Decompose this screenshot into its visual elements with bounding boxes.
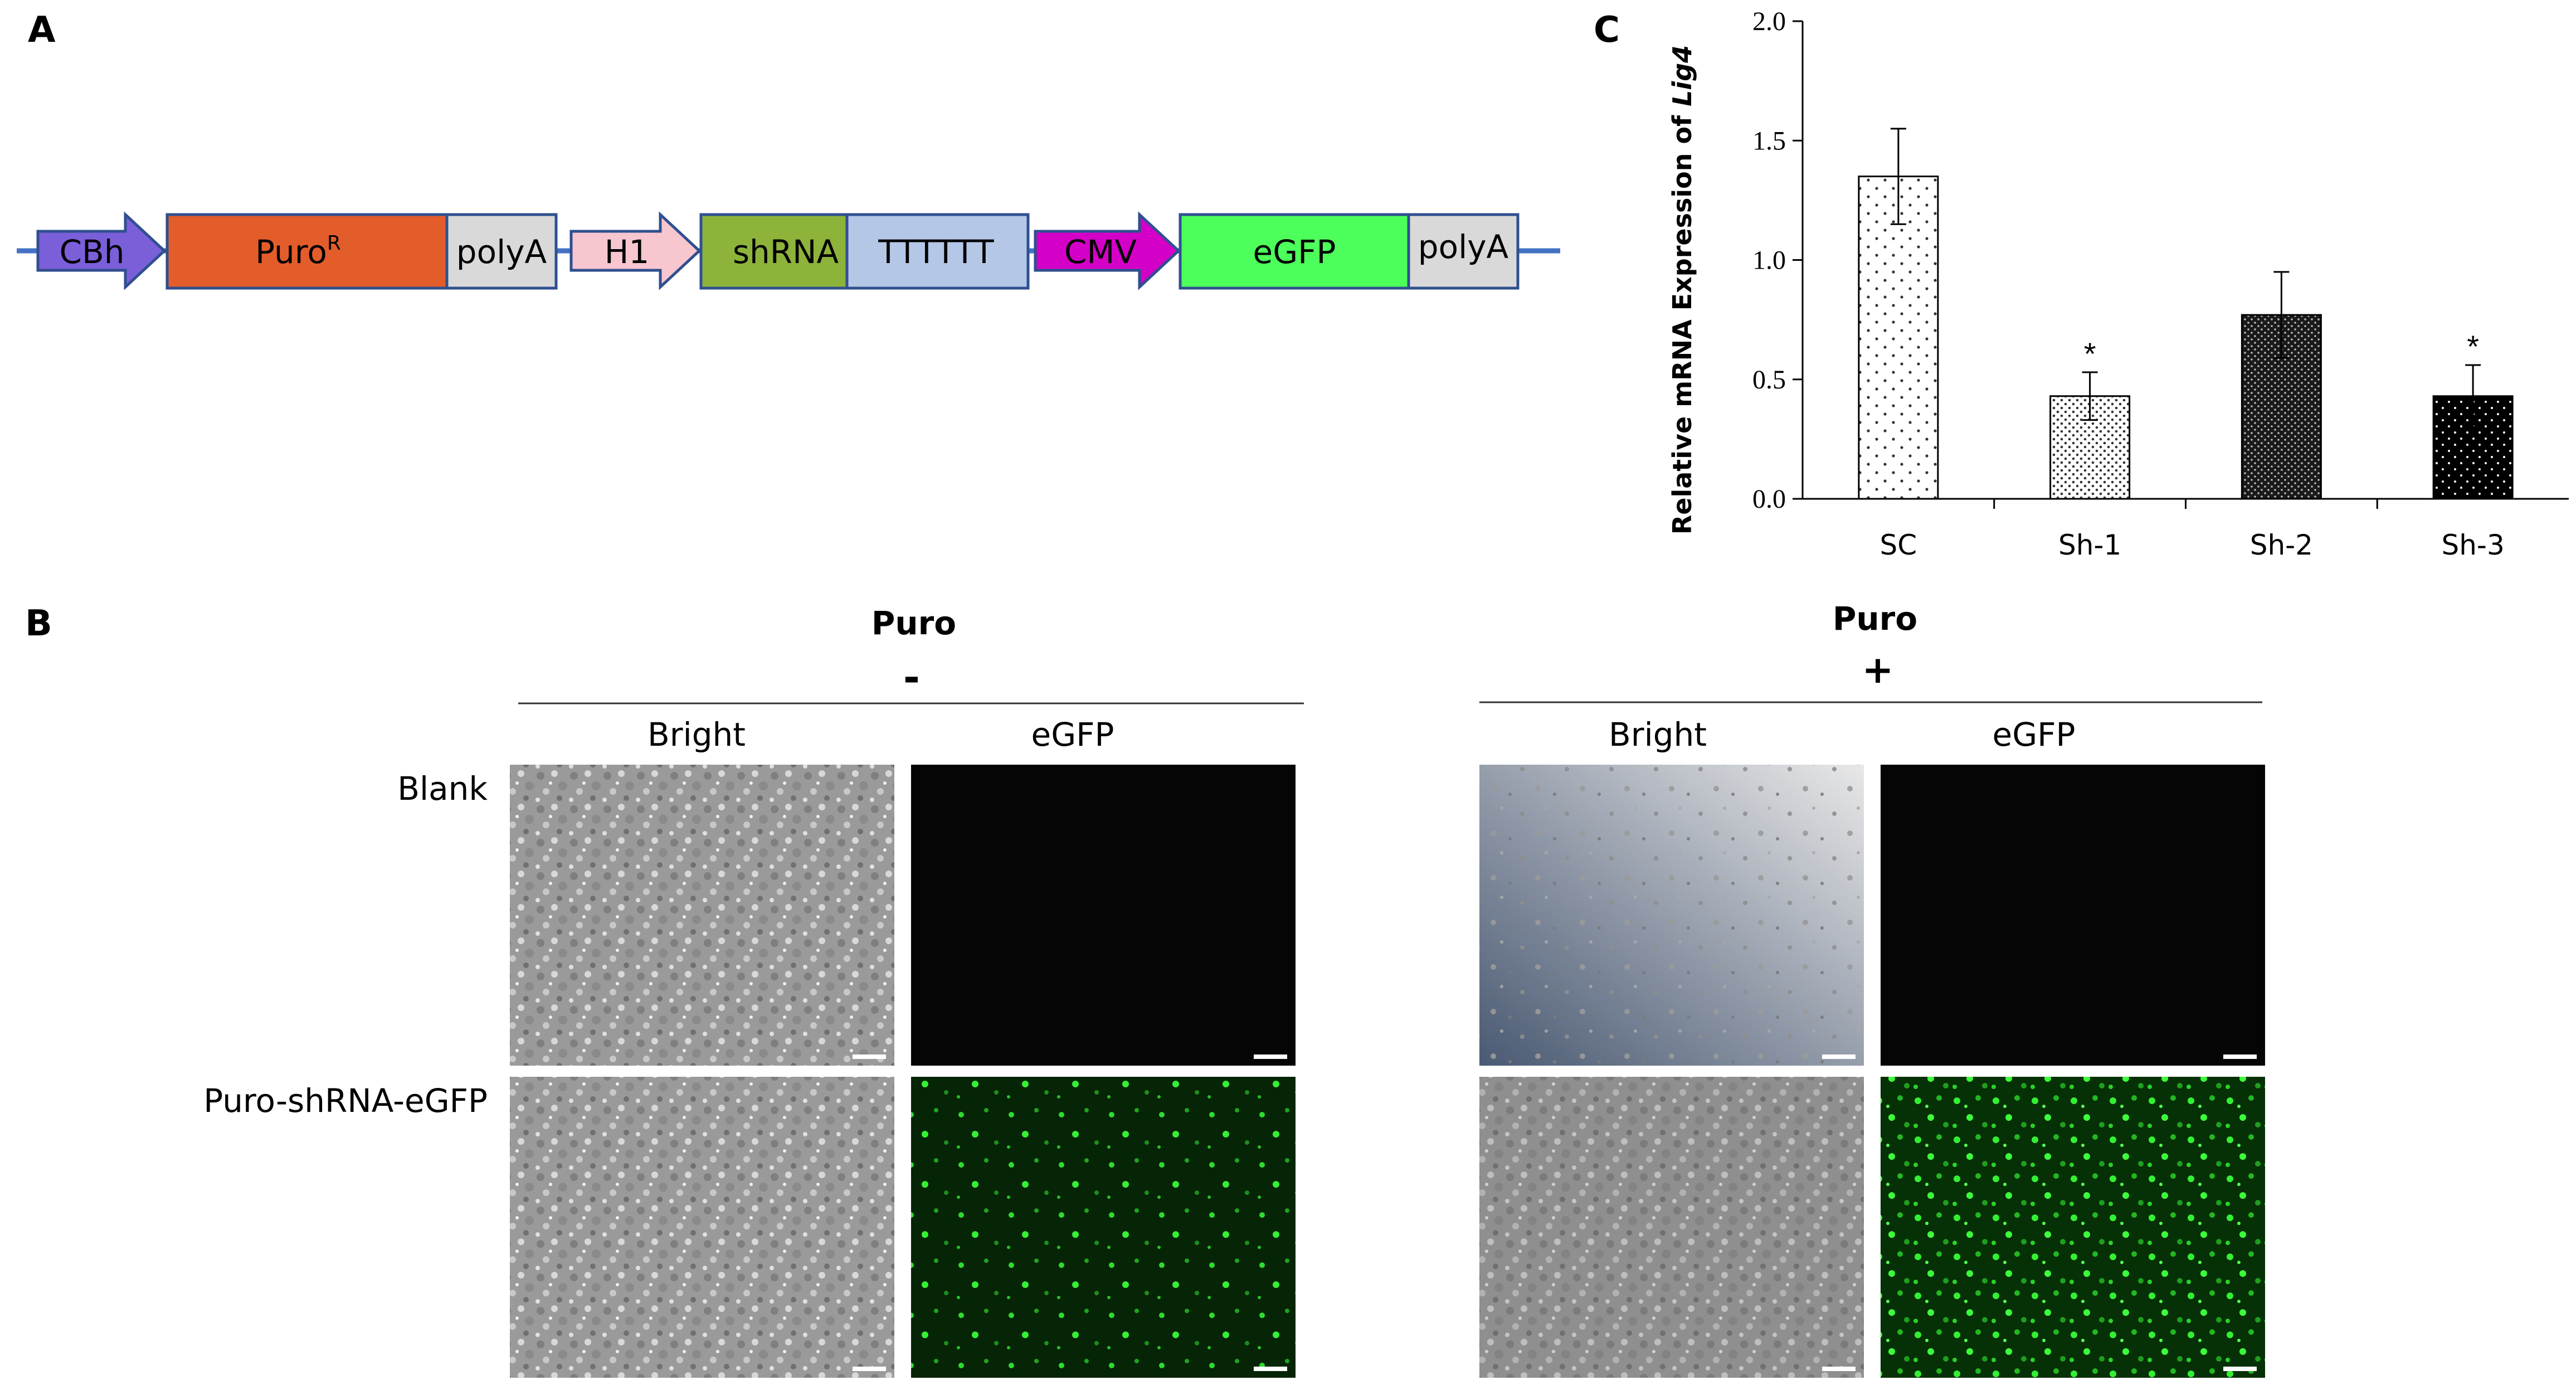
significance-markers: * * — [2084, 329, 2479, 371]
col-egfp-plus: eGFP — [1993, 716, 2076, 754]
y-axis-title-gene: Lig4 — [1667, 45, 1697, 106]
polya-1: polyA — [445, 213, 558, 290]
shrna-label: shRNA — [733, 233, 839, 271]
shrna-element: shRNA — [699, 213, 849, 290]
image-shrna-minus-egfp — [911, 1077, 1296, 1378]
group-plus-title: Puro — [1833, 600, 1917, 638]
puro-label: Puro — [255, 233, 327, 271]
image-blank-plus-bright — [1479, 765, 1864, 1066]
cmv-promoter: CMV — [1034, 211, 1181, 290]
bars — [1858, 176, 2514, 500]
puro-resistance-gene: PuroR — [165, 213, 449, 290]
h1-promoter: H1 — [569, 211, 702, 290]
bar-chart: Relative mRNA Expression of Lig4 0.0 0.5 1… — [1667, 7, 2569, 561]
col-bright-plus: Bright — [1609, 716, 1707, 754]
y-axis-title-prefix: Relative mRNA Expression of — [1667, 106, 1697, 534]
row-puro-shrna: Puro-shRNA-eGFP — [203, 1082, 488, 1120]
image-blank-minus-egfp — [911, 765, 1296, 1066]
image-shrna-plus-bright — [1479, 1077, 1864, 1378]
image-blank-plus-egfp — [1881, 765, 2265, 1066]
panel-letter-c: C — [1594, 9, 1620, 51]
bar-sc — [1858, 176, 1939, 500]
col-bright-minus: Bright — [647, 716, 746, 754]
error-bars — [1890, 128, 2481, 428]
y-tick-label: 0.0 — [1752, 484, 1786, 514]
egfp-gene: eGFP — [1179, 213, 1410, 290]
y-ticks: 0.0 0.5 1.0 1.5 2.0 — [1752, 7, 1803, 514]
y-tick-label: 1.0 — [1752, 246, 1786, 275]
x-tick-label: Sh-1 — [2058, 529, 2121, 561]
y-tick-label: 0.5 — [1752, 365, 1786, 395]
panel-letter-a: A — [28, 9, 56, 51]
polya-2: polyA — [1407, 213, 1520, 290]
significance-star: * — [2467, 329, 2479, 364]
y-tick-label: 2.0 — [1752, 7, 1786, 36]
cbh-label: CBh — [59, 233, 124, 271]
image-blank-minus-bright — [510, 765, 894, 1066]
terminator-element: TTTTTT — [845, 213, 1030, 290]
image-shrna-minus-bright — [510, 1077, 894, 1378]
significance-star: * — [2084, 336, 2096, 371]
row-blank: Blank — [397, 770, 488, 808]
group-minus-title: Puro — [871, 604, 956, 642]
x-tick-label: SC — [1880, 529, 1917, 561]
polya-1-label: polyA — [456, 233, 547, 271]
y-axis-title: Relative mRNA Expression of Lig4 — [1667, 45, 1697, 534]
x-tick-labels: SC Sh-1 Sh-2 Sh-3 — [1880, 529, 2505, 561]
x-tick-label: Sh-3 — [2441, 529, 2504, 561]
col-egfp-minus: eGFP — [1031, 716, 1114, 754]
puro-superscript: R — [327, 232, 341, 255]
cmv-label: CMV — [1064, 233, 1137, 271]
micrograph-panel: Puro - Puro + Bright eGFP Bright eGFP Bl… — [203, 600, 2265, 1378]
image-shrna-plus-egfp — [1881, 1077, 2265, 1378]
panel-letter-b: B — [25, 603, 52, 644]
group-minus-sign: - — [903, 654, 920, 701]
cbh-promoter: CBh — [36, 211, 167, 290]
polya-2-label: polyA — [1418, 228, 1509, 266]
construct-map: CBh PuroR polyA H1 shRNA TTTTTT CMV — [17, 211, 1560, 290]
svg-text:PuroR: PuroR — [255, 232, 341, 271]
h1-label: H1 — [605, 233, 650, 271]
egfp-label: eGFP — [1253, 233, 1336, 271]
group-plus-sign: + — [1862, 648, 1894, 692]
terminator-label: TTTTTT — [878, 233, 994, 271]
x-tick-label: Sh-2 — [2250, 529, 2313, 561]
y-tick-label: 1.5 — [1752, 126, 1786, 155]
